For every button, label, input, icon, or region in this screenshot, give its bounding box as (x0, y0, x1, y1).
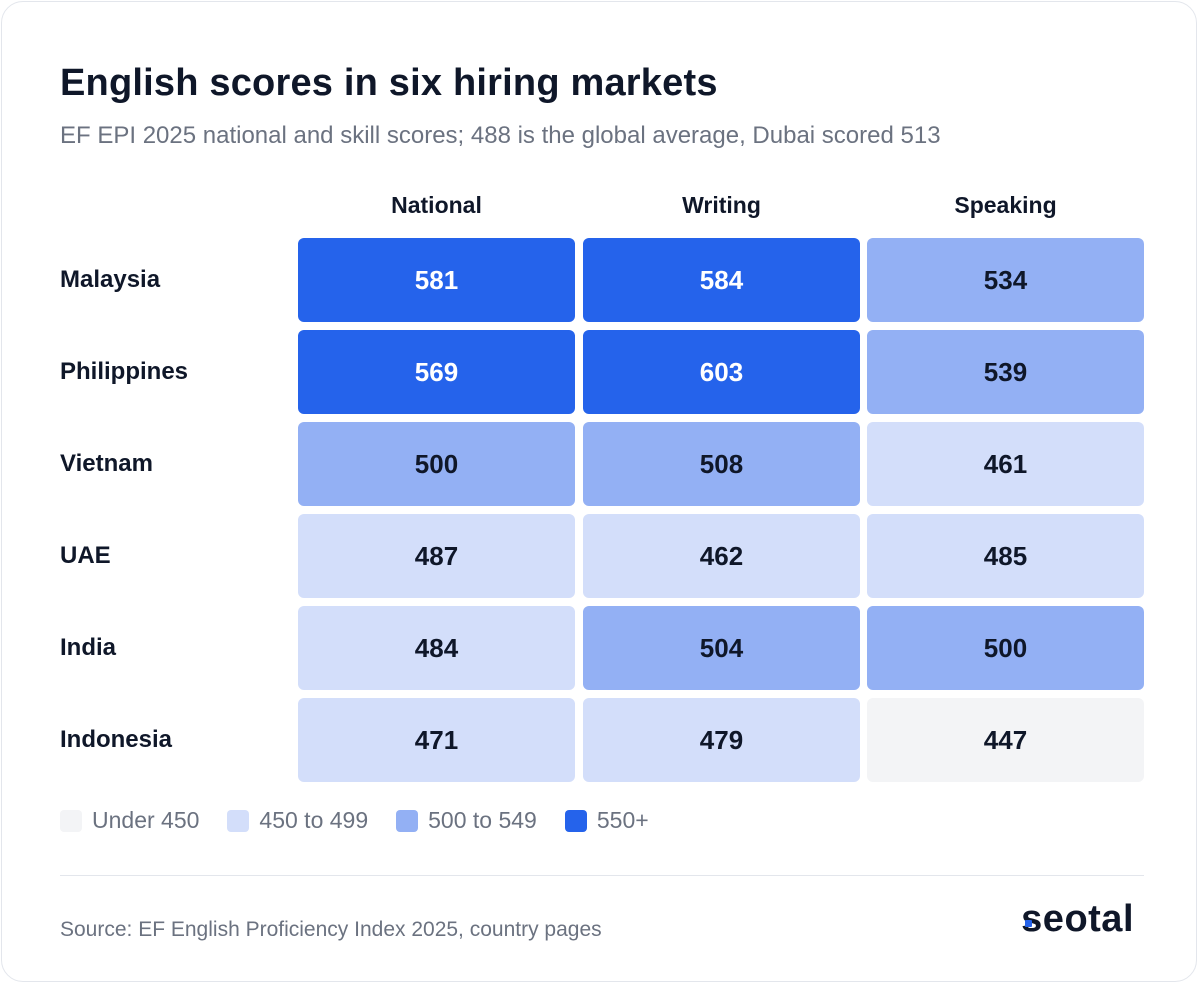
chart-subtitle: EF EPI 2025 national and skill scores; 4… (60, 122, 941, 149)
legend: Under 450 450 to 499 500 to 549 550+ (60, 807, 677, 834)
heatmap-cell-malaysia-writing: 584 (583, 238, 860, 322)
chart-title: English scores in six hiring markets (60, 62, 718, 104)
heatmap-cell-uae-writing: 462 (583, 514, 860, 598)
heatmap-cell-india-speaking: 500 (867, 606, 1144, 690)
legend-item: Under 450 (60, 807, 199, 834)
legend-item: 450 to 499 (227, 807, 368, 834)
legend-swatch (564, 809, 587, 832)
heatmap-cell-philippines-national: 569 (298, 330, 575, 414)
legend-item: 500 to 549 (396, 807, 537, 834)
row-label-uae: UAE (60, 542, 111, 569)
heatmap-cell-philippines-speaking: 539 (867, 330, 1144, 414)
column-header-speaking: Speaking (954, 192, 1057, 218)
legend-label: 550+ (596, 807, 649, 833)
brand-wordmark: seotal (1021, 898, 1134, 940)
brand-logo: seotal (1021, 898, 1134, 941)
legend-swatch (60, 809, 82, 832)
row-label-india: India (60, 634, 117, 661)
column-header-national: National (391, 192, 482, 218)
heatmap-cell-india-national: 484 (298, 606, 575, 690)
heatmap-cell-malaysia-national: 581 (298, 238, 575, 322)
heatmap-cell-philippines-writing: 603 (583, 330, 860, 414)
heatmap-cell-uae-speaking: 485 (867, 514, 1144, 598)
heatmap-cell-indonesia-national: 471 (298, 698, 575, 782)
column-header-writing: Writing (682, 192, 761, 218)
heatmap-cell-indonesia-speaking: 447 (867, 698, 1144, 782)
source-note: Source: EF English Proficiency Index 202… (60, 918, 602, 941)
row-label-philippines: Philippines (60, 358, 189, 385)
legend-label: Under 450 (92, 807, 200, 833)
legend-item: 550+ (564, 807, 649, 834)
legend-label: 450 to 499 (259, 807, 369, 833)
row-label-malaysia: Malaysia (60, 266, 161, 293)
heatmap-cell-india-writing: 504 (583, 606, 860, 690)
heatmap-cell-vietnam-speaking: 461 (867, 422, 1144, 506)
heatmap-cell-indonesia-writing: 479 (583, 698, 860, 782)
heatmap-cell-uae-national: 487 (298, 514, 575, 598)
row-label-vietnam: Vietnam (60, 450, 153, 477)
heatmap-cell-vietnam-national: 500 (298, 422, 575, 506)
legend-swatch (227, 809, 250, 832)
legend-label: 500 to 549 (428, 807, 537, 833)
heatmap-cell-vietnam-writing: 508 (583, 422, 860, 506)
legend-swatch (396, 809, 419, 832)
row-label-indonesia: Indonesia (60, 726, 173, 753)
footer-divider (60, 875, 1144, 876)
brand-accent-mark (1025, 920, 1033, 927)
heatmap-cell-malaysia-speaking: 534 (867, 238, 1144, 322)
